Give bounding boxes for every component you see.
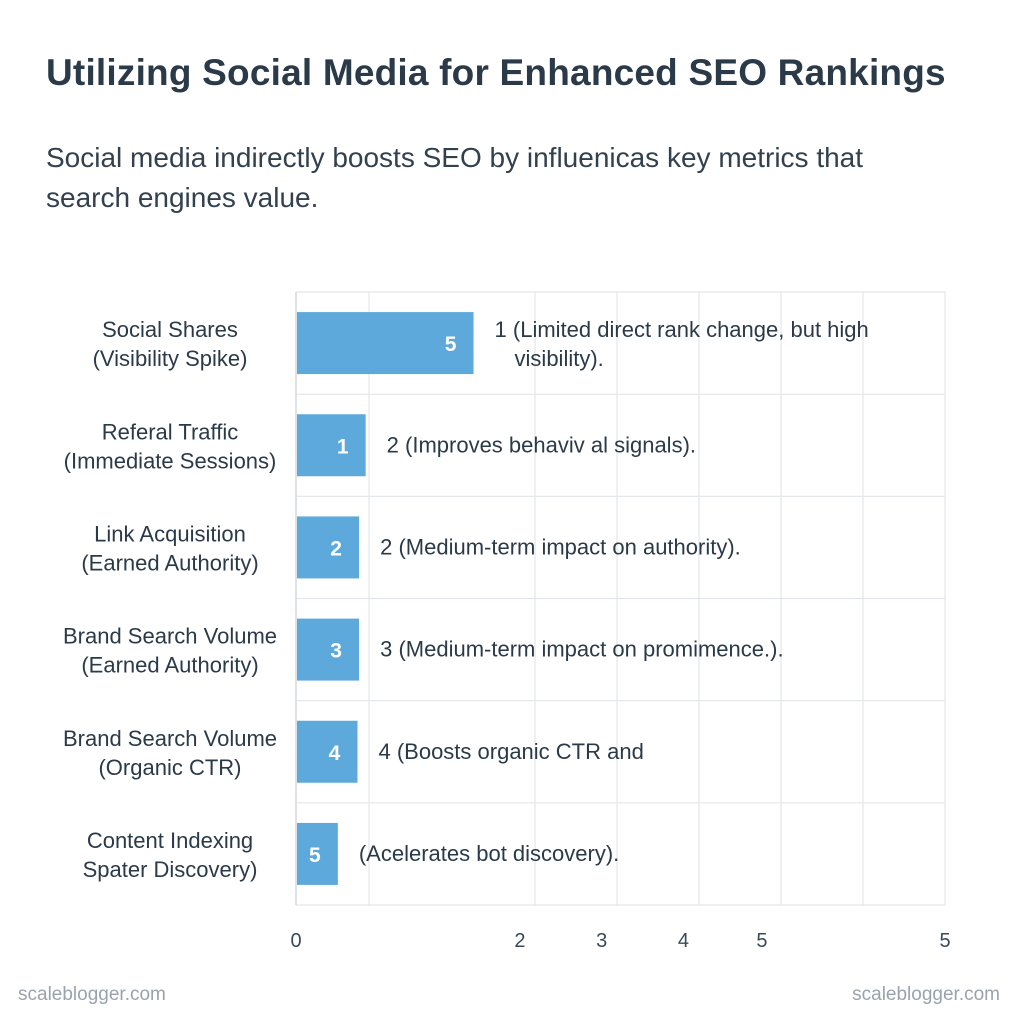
chart-subtitle: Social media indirectly boosts SEO by in… [46,142,864,213]
x-tick-label: 0 [290,930,301,952]
category-label: (Organic CTR) [98,755,241,780]
x-tick-label: 5 [939,930,950,952]
x-tick-label: 5 [756,930,767,952]
bar-annotation: 4 (Boosts organic CTR and [378,739,643,764]
category-label: (Immediate Sessions) [64,448,277,473]
bar-value-label: 2 [330,537,342,560]
bar-value-label: 3 [330,640,342,663]
category-label: Link Acquisition [94,521,246,546]
footer-watermark-right: scaleblogger.com [852,984,1000,1005]
bar-value-label: 5 [445,333,457,356]
bar-value-label: 4 [329,742,341,765]
category-label: (Visibility Spike) [93,346,248,371]
bar-value-label: 1 [337,435,349,458]
bar-annotation: 1 (Limited direct rank change, but high [495,317,869,342]
bar [297,414,366,477]
x-tick-label: 2 [514,930,525,952]
category-label: Social Shares [102,317,238,342]
category-label: Spater Discovery) [83,857,258,882]
x-tick-label: 4 [678,930,689,952]
bar-value-label: 5 [309,844,321,867]
category-label: Referal Traffic [102,419,239,444]
bar-annotation: 3 (Medium-term impact on promimence.). [380,637,783,662]
bar [297,822,338,885]
footer-watermark-left: scaleblogger.com [18,984,166,1005]
category-label: Brand Search Volume [63,624,277,649]
bar-annotation: visibility). [515,346,604,371]
bar [297,516,360,579]
bar [297,312,474,375]
bar [297,720,358,783]
bar-annotation: 2 (Improves behaviv al signals). [387,432,696,457]
bar-annotation: 2 (Medium-term impact on authority). [380,534,741,559]
bar [297,618,360,681]
chart-title: Utilizing Social Media for Enhanced SEO … [46,52,946,93]
category-label: (Earned Authority) [81,550,258,575]
category-label: Brand Search Volume [63,726,277,751]
category-label: (Earned Authority) [81,653,258,678]
bar-annotation: (Acelerates bot discovery). [359,841,619,866]
category-label: Content Indexing [87,828,253,853]
x-tick-label: 3 [596,930,607,952]
